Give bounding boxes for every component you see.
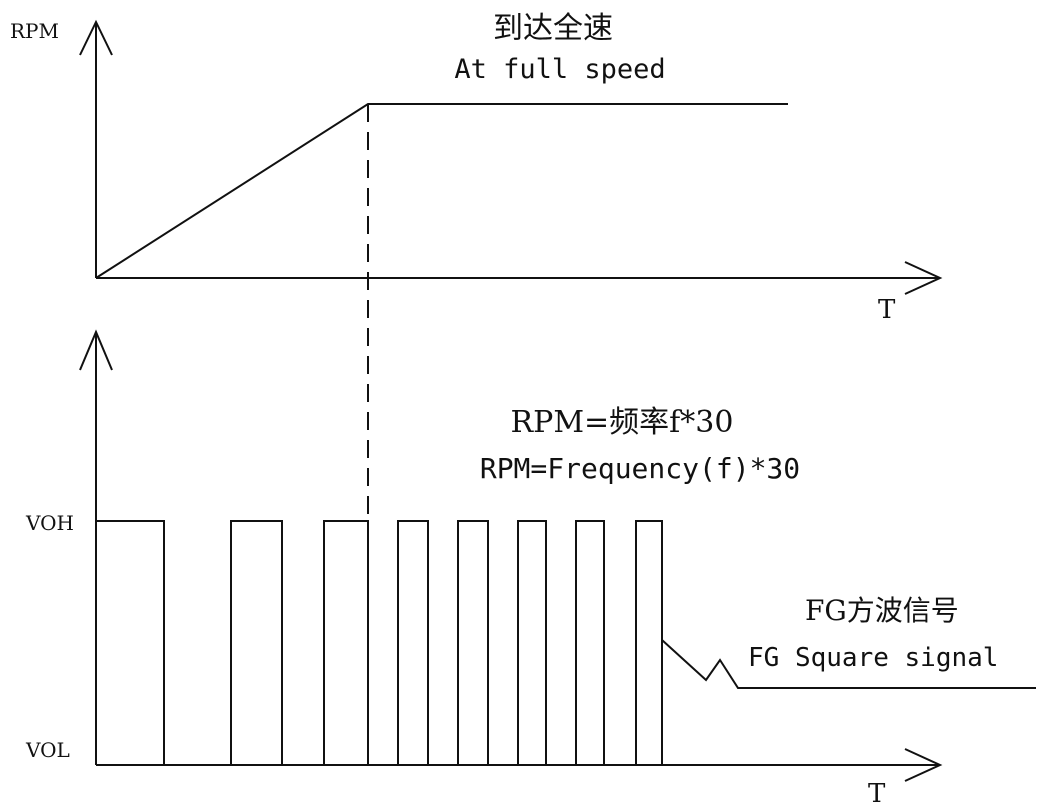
top-y-axis-arrow-icon (79, 19, 113, 56)
voh-label: VOH (25, 511, 74, 535)
rpm-formula-cn: RPM=频率f*30 (511, 405, 734, 440)
rpm-formula-en: RPM=Frequency(f)*30 (480, 452, 800, 485)
full-speed-label-cn: 到达全速 (493, 11, 613, 46)
rpm-curve (95, 103, 788, 279)
fg-square-wave (96, 520, 663, 766)
full-speed-label-en: At full speed (454, 54, 665, 85)
fg-signal-label-cn: FG方波信号 (805, 594, 959, 627)
fg-signal-leader-line (661, 639, 1036, 689)
bottom-plot: RPM=频率f*30 RPM=Frequency(f)*30 VOH VOL T… (25, 329, 1036, 807)
bottom-x-axis-arrow-icon (904, 748, 943, 782)
vol-label: VOL (25, 738, 70, 762)
fg-signal-label-en: FG Square signal (748, 643, 998, 673)
bottom-x-axis-label: T (868, 779, 886, 807)
bottom-y-axis-arrow-icon (79, 329, 113, 371)
top-plot: RPM T 到达全速 At full speed (10, 11, 943, 325)
top-x-axis-label: T (878, 295, 896, 325)
top-y-axis-label: RPM (10, 19, 59, 43)
top-x-axis-arrow-icon (904, 261, 943, 295)
